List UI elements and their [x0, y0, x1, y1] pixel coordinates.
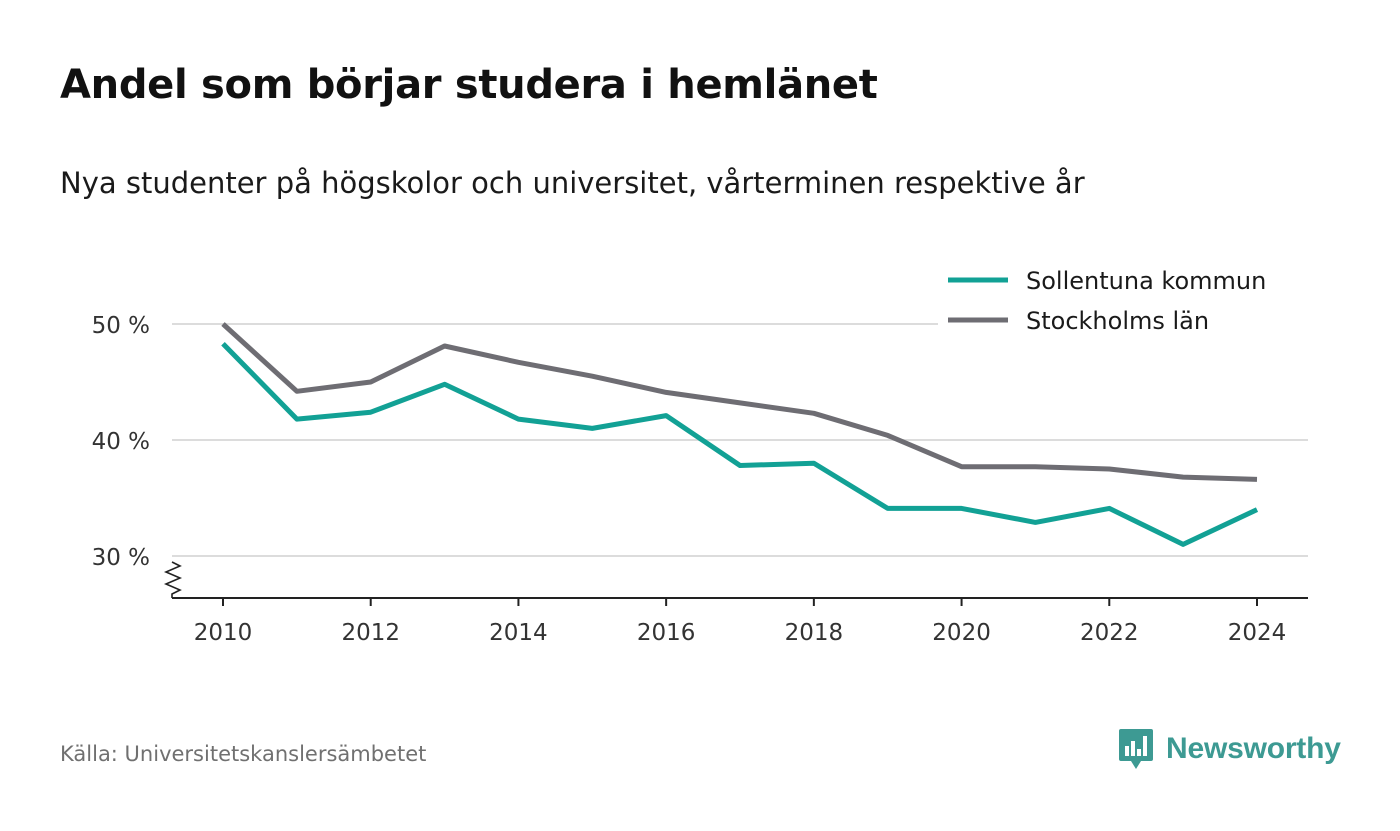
line-chart: 30 % 40 % 50 % 2010 2012 2014 2016 2018 2020 202…: [91, 262, 1310, 646]
x-tick-label: 2018: [785, 620, 844, 646]
y-tick-label: 50 %: [92, 313, 150, 339]
x-tick-label: 2010: [194, 620, 253, 646]
legend-background: [938, 262, 1310, 338]
series-line-sollentuna: [221, 341, 1259, 547]
y-axis-ticks: 30 % 40 % 50 %: [92, 313, 150, 571]
axis-break-icon: [163, 561, 183, 598]
legend-label-stockholm: Stockholms län: [1026, 307, 1209, 335]
legend-label-sollentuna: Sollentuna kommun: [1026, 267, 1266, 295]
y-tick-label: 40 %: [92, 429, 150, 455]
brand-logo: Newsworthy: [1118, 728, 1341, 770]
chart-title: Andel som börjar studera i hemlänet: [60, 62, 878, 108]
brand-name: Newsworthy: [1166, 732, 1341, 765]
series-line-stockholm: [221, 322, 1258, 482]
x-axis: [163, 561, 1308, 599]
series-lines: [221, 322, 1259, 547]
x-tick-label: 2024: [1228, 620, 1287, 646]
newsworthy-logo-icon: [1119, 729, 1153, 769]
x-tick-label: 2014: [489, 620, 548, 646]
x-tick-label: 2022: [1080, 620, 1139, 646]
legend: Sollentuna kommun Stockholms län: [938, 262, 1310, 338]
x-axis-ticks: 2010 2012 2014 2016 2018 2020 2022 2024: [194, 598, 1287, 646]
chart-subtitle: Nya studenter på högskolor och universit…: [60, 166, 1085, 200]
x-tick-label: 2012: [341, 620, 400, 646]
x-tick-label: 2020: [932, 620, 991, 646]
source-note: Källa: Universitetskanslersämbetet: [60, 742, 427, 766]
y-tick-label: 30 %: [92, 545, 150, 571]
x-tick-label: 2016: [637, 620, 696, 646]
